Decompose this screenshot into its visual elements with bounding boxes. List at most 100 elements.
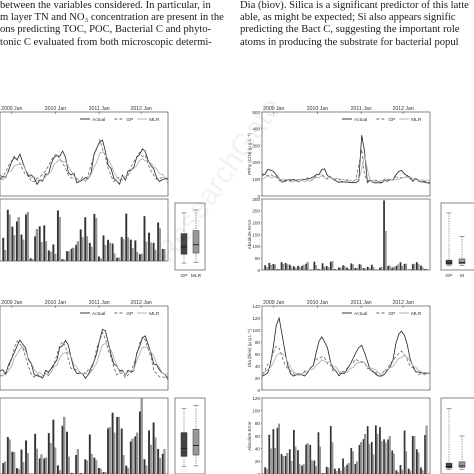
error-bar-mlr [63, 259, 66, 262]
error-bar-mlr [327, 467, 330, 474]
error-bar-mlr [113, 253, 116, 262]
error-bar-mlr [76, 449, 79, 474]
error-bar-mlr [40, 242, 43, 262]
error-bar-gp [342, 458, 344, 474]
y-tick-label: 120 [252, 396, 260, 401]
error-bar-gp [391, 450, 394, 474]
error-bar-gp [276, 427, 279, 474]
error-bar-gp [411, 264, 414, 270]
error-bar-gp [387, 265, 390, 270]
error-bar-mlr [331, 442, 334, 474]
error-bar-gp [2, 463, 5, 474]
series-gp [0, 331, 169, 379]
y-tick-label: 40 [255, 446, 261, 451]
text-line: able, as might be expected; Si also appe… [240, 12, 456, 24]
error-bar-mlr [58, 217, 61, 262]
error-bar-gp [148, 430, 150, 474]
error-bar-mlr [384, 231, 387, 271]
error-bar-mlr [368, 267, 371, 271]
error-bar-mlr [122, 239, 125, 262]
y-tick-label: 100 [252, 328, 260, 333]
error-bar-mlr [85, 236, 89, 262]
error-bars [264, 423, 428, 474]
error-bar-gp [52, 244, 55, 261]
legend-label: Actual [92, 311, 105, 317]
error-bar-mlr [104, 244, 107, 262]
y-tick-label: 100 [252, 244, 260, 249]
error-bar-mlr [335, 269, 338, 271]
text-line: atoms in producing the substrate for bac… [240, 36, 459, 48]
y-tick-label: 40 [255, 364, 261, 369]
y-tick-label: 0 [257, 268, 260, 273]
y-tick-label: 120 [252, 316, 260, 321]
error-bar-mlr [140, 398, 143, 474]
legend-label: MLR [411, 117, 422, 123]
error-bar-gp [280, 262, 283, 270]
error-bar-mlr [290, 266, 293, 271]
body-text-left: between the variables considered. In par… [0, 0, 234, 49]
error-bar-gp [366, 266, 369, 270]
box-label: M [460, 273, 464, 279]
error-bar-gp [66, 431, 68, 474]
error-bar-mlr [95, 217, 98, 262]
error-bar-gp [358, 444, 361, 474]
error-bar-gp [29, 258, 32, 261]
error-bar-mlr [294, 446, 297, 474]
error-bar-mlr [8, 214, 11, 262]
boxplot-panel-left [174, 202, 206, 271]
error-bar-gp [11, 226, 14, 261]
error-bar-gp [102, 235, 105, 261]
error-bar-gp [125, 213, 128, 261]
y-axis-label: Absolute Error [247, 421, 252, 451]
error-bar-gp [358, 264, 361, 270]
legend-label: MLR [149, 311, 160, 317]
error-bar-mlr [343, 466, 346, 474]
error-bar-gp [20, 449, 23, 474]
year-tick-label: 2010 Jan [45, 300, 66, 306]
error-bar-mlr [327, 267, 330, 271]
error-bar-mlr [355, 461, 358, 474]
error-bar-gp [25, 214, 27, 261]
y-tick-label: 100 [252, 177, 260, 182]
error-bar-gp [157, 222, 160, 261]
year-tick-label: 2011 Jan [89, 300, 110, 306]
text-line: tonic C evaluated from both microscopic … [0, 36, 212, 48]
error-bar-gp [20, 234, 23, 261]
error-bar-mlr [49, 442, 52, 474]
error-bar-gp [329, 425, 332, 474]
error-bar-gp [350, 263, 353, 270]
error-bar-mlr [265, 267, 268, 271]
error-bar-mlr [425, 425, 428, 474]
error-bar-mlr [122, 455, 125, 474]
error-bar-gp [129, 441, 132, 474]
error-bar-gp [387, 439, 390, 474]
error-bar-gp [366, 426, 369, 474]
error-bar-mlr [67, 456, 70, 474]
error-bar-mlr [40, 454, 43, 474]
error-bar-gp [93, 213, 96, 261]
error-bar-gp [395, 265, 398, 270]
error-bar-mlr [31, 258, 34, 262]
error-bar-mlr [413, 436, 416, 474]
error-bar-mlr [314, 265, 317, 271]
error-bar-mlr [136, 252, 139, 262]
error-bar-mlr [81, 237, 84, 262]
error-bar-mlr [13, 235, 16, 262]
error-bar-gp [70, 248, 73, 261]
body-text-right: Dia (biov). Silica is a significant pred… [240, 0, 474, 49]
error-bar-mlr [117, 257, 120, 262]
error-bar-mlr [421, 470, 424, 474]
error-bar-mlr [17, 217, 20, 262]
series-mlr [0, 151, 169, 182]
error-bar-mlr [302, 464, 305, 474]
legend-label: Actual [354, 311, 367, 317]
boxplot-mlr-box [458, 258, 466, 264]
boxplot-panel-right [440, 397, 474, 474]
error-bar-gp [313, 460, 316, 474]
error-bar-gp [143, 459, 146, 474]
error-bar-mlr [17, 469, 20, 474]
error-bar-mlr [372, 454, 375, 474]
error-bar-gp [297, 450, 299, 474]
error-bar-gp [66, 251, 68, 261]
